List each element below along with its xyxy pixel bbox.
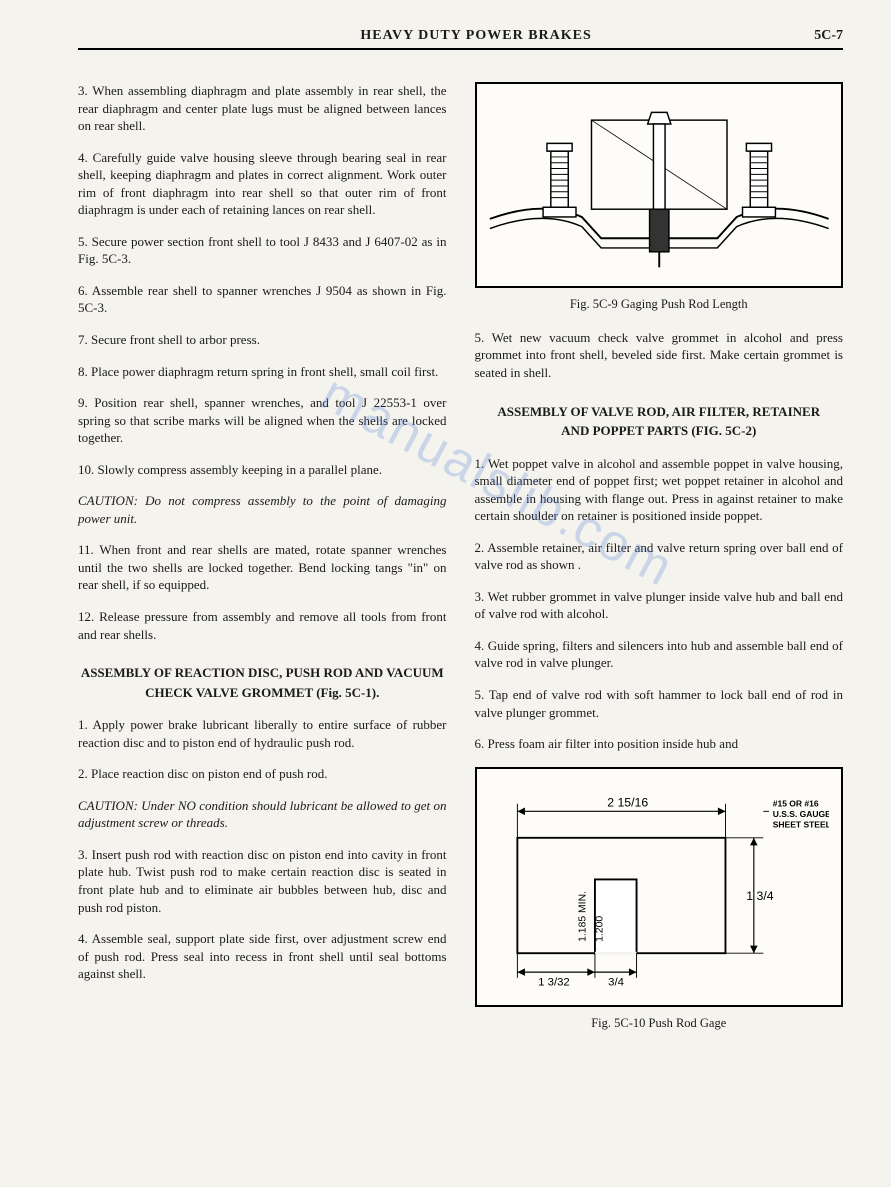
step-6: 6. Assemble rear shell to spanner wrench… [78,282,447,317]
r-step-4: 4. Guide spring, filters and silencers i… [475,637,844,672]
r-step-5: 5. Tap end of valve rod with soft hammer… [475,686,844,721]
section-heading-2a: ASSEMBLY OF VALVE ROD, AIR FILTER, RETAI… [497,404,820,419]
step-5: 5. Secure power section front shell to t… [78,233,447,268]
fig2-note: #15 OR #16 U.S.S. GAUGE SHEET STEEL [772,798,829,829]
caution-1: CAUTION: Do not compress assembly to the… [78,492,447,527]
step-9: 9. Position rear shell, spanner wrenches… [78,394,447,447]
figure-5c-9 [475,82,844,288]
step-8: 8. Place power diaphragm return spring i… [78,363,447,381]
q-step-4: 4. Assemble seal, support plate side fir… [78,930,447,983]
page-number: 5C-7 [814,28,843,44]
q-step-2: 2. Place reaction disc on piston end of … [78,765,447,783]
step-12: 12. Release pressure from assembly and r… [78,608,447,643]
fig-5c-9-caption: Fig. 5C-9 Gaging Push Rod Length [475,296,844,313]
left-column: 3. When assembling diaphragm and plate a… [78,82,447,1048]
r-step-2: 2. Assemble retainer, air filter and val… [475,539,844,574]
step-11: 11. When front and rear shells are mated… [78,541,447,594]
step-7: 7. Secure front shell to arbor press. [78,331,447,349]
r-step-3: 3. Wet rubber grommet in valve plunger i… [475,588,844,623]
section-heading-2b: AND POPPET PARTS (FIG. 5C-2) [561,423,756,438]
page-header: HEAVY DUTY POWER BRAKES 5C-7 [78,28,843,50]
right-column: Fig. 5C-9 Gaging Push Rod Length 5. Wet … [475,82,844,1048]
r-step-1: 1. Wet poppet valve in alcohol and assem… [475,455,844,525]
header-title: HEAVY DUTY POWER BRAKES [138,28,814,44]
q-step-1: 1. Apply power brake lubricant liberally… [78,716,447,751]
r-step-6: 6. Press foam air filter into position i… [475,735,844,753]
dim-bot2: 3/4 [608,976,624,988]
dim-left1: 1.185 MIN. [577,891,588,942]
push-rod-diagram [485,92,834,278]
caution-2: CAUTION: Under NO condition should lubri… [78,797,447,832]
section-heading-2: ASSEMBLY OF VALVE ROD, AIR FILTER, RETAI… [475,402,844,441]
dim-top: 2 15/16 [607,795,648,809]
step-10: 10. Slowly compress assembly keeping in … [78,461,447,479]
figure-5c-10: 2 15/16 1 3/4 1.185 MIN. 1.200 1 3/32 3/… [475,767,844,1007]
r-step-5-top: 5. Wet new vacuum check valve grommet in… [475,329,844,382]
push-rod-gage-diagram: 2 15/16 1 3/4 1.185 MIN. 1.200 1 3/32 3/… [489,781,830,993]
q-step-3: 3. Insert push rod with reaction disc on… [78,846,447,916]
dim-right: 1 3/4 [746,889,773,903]
fig-5c-10-caption: Fig. 5C-10 Push Rod Gage [475,1015,844,1032]
dim-left2: 1.200 [594,915,605,941]
dim-bot1: 1 3/32 [538,976,570,988]
step-4: 4. Carefully guide valve housing sleeve … [78,149,447,219]
step-3: 3. When assembling diaphragm and plate a… [78,82,447,135]
content-columns: 3. When assembling diaphragm and plate a… [78,82,843,1048]
section-heading-1: ASSEMBLY OF REACTION DISC, PUSH ROD AND … [78,663,447,702]
